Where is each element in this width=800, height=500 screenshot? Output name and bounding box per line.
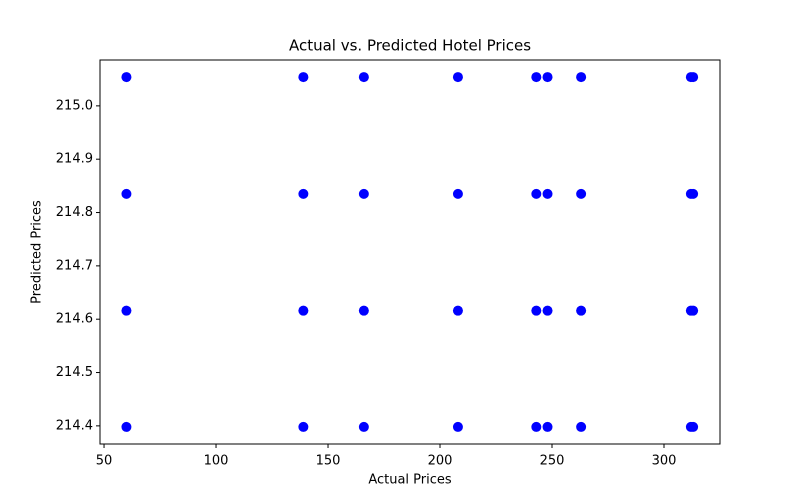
x-tick-label: 200 [428, 454, 453, 469]
y-tick-label: 214.5 [56, 365, 93, 380]
y-tick-label: 214.4 [56, 418, 93, 433]
point [688, 421, 699, 432]
point [452, 188, 463, 199]
point [121, 188, 132, 199]
point [452, 421, 463, 432]
x-tick-label: 150 [316, 454, 341, 469]
point [576, 421, 587, 432]
point [121, 72, 132, 83]
point [531, 188, 542, 199]
point [358, 305, 369, 316]
point [358, 188, 369, 199]
y-axis-label: Predicted Prices [30, 200, 45, 304]
chart-title: Actual vs. Predicted Hotel Prices [289, 37, 531, 55]
point [576, 188, 587, 199]
point [121, 305, 132, 316]
y-tick-label: 215.0 [56, 98, 93, 113]
point [298, 421, 309, 432]
y-tick-label: 214.7 [56, 258, 93, 273]
x-axis-label: Actual Prices [368, 473, 452, 488]
x-tick-label: 100 [204, 454, 229, 469]
point [298, 72, 309, 83]
y-tick-label: 214.8 [56, 205, 93, 220]
point [688, 305, 699, 316]
point [298, 188, 309, 199]
y-tick-label: 214.9 [56, 152, 93, 167]
point [358, 72, 369, 83]
point [542, 72, 553, 83]
x-tick-label: 300 [652, 454, 677, 469]
y-tick-label: 214.6 [56, 312, 93, 327]
point [688, 188, 699, 199]
point [531, 421, 542, 432]
point [452, 305, 463, 316]
point [576, 72, 587, 83]
point [531, 305, 542, 316]
point [576, 305, 587, 316]
point [542, 188, 553, 199]
x-tick-label: 50 [96, 454, 113, 469]
x-tick-label: 250 [540, 454, 565, 469]
point [452, 72, 463, 83]
point [298, 305, 309, 316]
point [531, 72, 542, 83]
point [688, 72, 699, 83]
point [358, 421, 369, 432]
point [542, 421, 553, 432]
plot-frame [99, 59, 721, 445]
point [542, 305, 553, 316]
point [121, 421, 132, 432]
